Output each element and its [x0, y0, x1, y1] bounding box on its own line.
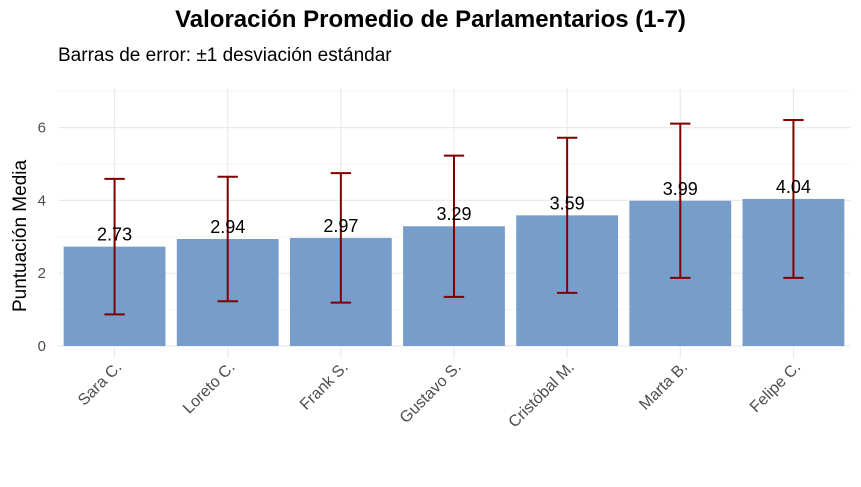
data-label: 3.99	[663, 179, 698, 199]
data-label: 3.29	[436, 204, 471, 224]
chart-title: Valoración Promedio de Parlamentarios (1…	[175, 6, 686, 33]
data-label: 4.04	[776, 177, 811, 197]
x-tick-label: Sara C.	[75, 359, 125, 409]
data-label: 2.94	[210, 217, 245, 237]
error-bars	[104, 118, 804, 316]
data-label: 2.73	[97, 225, 132, 245]
x-tick-label: Cristóbal M.	[506, 359, 578, 431]
x-tick-label: Felipe C.	[747, 359, 804, 416]
y-axis-label: Puntuación Media	[10, 160, 31, 313]
y-tick-label: 4	[38, 192, 46, 209]
y-axis-ticks: 0 2 4 6	[38, 120, 46, 355]
x-tick-label: Marta B.	[636, 359, 691, 414]
data-labels: 2.73 2.94 2.97 3.29 3.59 3.99 4.04	[97, 177, 811, 245]
y-tick-label: 2	[38, 265, 46, 282]
y-tick-label: 6	[38, 120, 46, 137]
x-tick-label: Gustavo S.	[397, 359, 465, 427]
data-label: 3.59	[550, 193, 585, 213]
x-tick-label: Loreto C.	[180, 359, 239, 418]
x-tick-label: Frank S.	[297, 359, 352, 414]
data-label: 2.97	[323, 216, 358, 236]
x-axis-ticks: Sara C. Loreto C. Frank S. Gustavo S. Cristó…	[75, 359, 804, 431]
chart-subtitle: Barras de error: ±1 desviación estándar	[58, 45, 392, 66]
y-tick-label: 0	[38, 338, 46, 355]
